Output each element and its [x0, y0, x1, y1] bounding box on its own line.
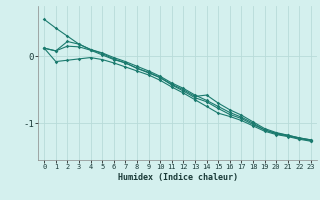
X-axis label: Humidex (Indice chaleur): Humidex (Indice chaleur)	[118, 173, 238, 182]
